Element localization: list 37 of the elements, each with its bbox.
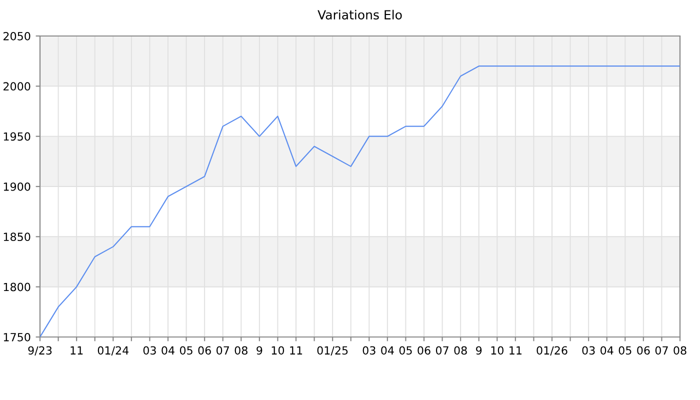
x-tick-label: 06: [198, 346, 211, 355]
x-tick-label: 05: [399, 346, 412, 355]
chart-title: Variations Elo: [318, 10, 402, 20]
x-tick-label: 04: [600, 346, 614, 355]
x-tick-label: 11: [290, 346, 302, 354]
x-tick-label: 03: [362, 346, 376, 355]
y-tick-label: 1850: [4, 232, 30, 242]
x-tick-label: 05: [618, 346, 632, 355]
x-tick-label: 07: [655, 346, 668, 355]
x-tick-label: 10: [491, 346, 504, 355]
x-tick-label: 9/23: [28, 346, 52, 356]
y-tick-label: 1750: [4, 332, 30, 342]
x-tick-label: 11: [70, 346, 83, 354]
x-tick-label: 01/25: [317, 346, 348, 356]
x-tick-label: 06: [637, 346, 650, 355]
x-tick-label: 03: [143, 346, 156, 355]
y-tick-label: 2000: [4, 82, 30, 91]
x-tick-label: 08: [454, 346, 467, 355]
x-tick-label: 9: [476, 346, 482, 355]
y-tick-label: 1950: [4, 132, 30, 141]
x-tick-label: 03: [582, 346, 595, 355]
x-tick-label: 01/24: [98, 346, 129, 356]
x-tick-label: 07: [216, 346, 229, 355]
y-tick-label: 1800: [4, 282, 30, 292]
x-tick-label: 01/26: [536, 346, 568, 356]
x-tick-label: 9: [256, 346, 262, 355]
x-tick-label: 04: [381, 346, 394, 355]
x-tick-label: 04: [162, 346, 174, 355]
x-tick-label: 08: [674, 346, 686, 355]
x-tick-label: 05: [180, 346, 192, 355]
x-tick-label: 10: [272, 346, 284, 355]
x-tick-label: 07: [436, 346, 448, 355]
y-tick-label: 1900: [4, 182, 30, 191]
x-tick-label: 11: [510, 346, 522, 354]
x-tick-label: 08: [234, 346, 248, 355]
x-tick-label: 06: [418, 346, 430, 355]
y-tick-label: 2050: [4, 32, 30, 40]
